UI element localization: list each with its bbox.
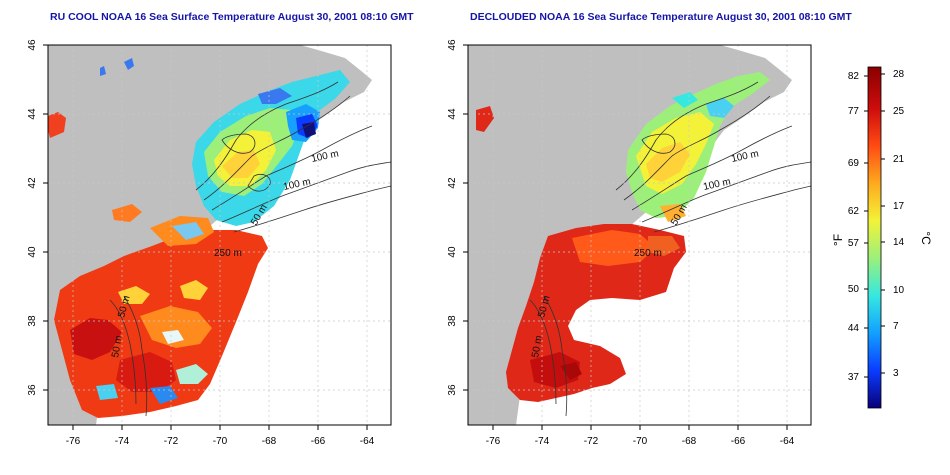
temperature-colorbar: 82 77 69 62 57 50 44 37 28 25 21 17 14 1… (831, 66, 933, 409)
y-tick-label: 38 (27, 315, 38, 327)
x-tick-label: -76 (486, 436, 501, 447)
y-tick-label: 36 (27, 384, 38, 396)
y-tick-label: 44 (27, 108, 38, 120)
fahrenheit-tick: 82 (848, 71, 860, 82)
celsius-tick: 3 (893, 368, 899, 379)
x-tick-label: -68 (682, 436, 697, 447)
x-tick-label: -74 (535, 436, 550, 447)
y-tick-label: 46 (27, 39, 38, 51)
left-y-axis (43, 44, 48, 391)
colorbar-gradient (867, 66, 882, 409)
fahrenheit-tick: 69 (848, 158, 860, 169)
left-x-axis (72, 425, 368, 430)
x-tick-label: -66 (731, 436, 746, 447)
x-tick-label: -68 (262, 436, 277, 447)
depth-label: 50 m (530, 335, 545, 359)
depth-label: 50 m (110, 335, 125, 359)
celsius-unit-label: °C (919, 231, 933, 245)
x-tick-label: -64 (780, 436, 795, 447)
right-map-title: DECLOUDED NOAA 16 Sea Surface Temperatur… (470, 11, 852, 23)
x-tick-label: -64 (360, 436, 375, 447)
y-tick-label: 46 (447, 39, 458, 51)
y-tick-label: 40 (27, 246, 38, 258)
depth-label: 250 m (634, 248, 662, 259)
celsius-tick: 14 (893, 237, 905, 248)
right-x-axis (492, 425, 788, 430)
celsius-tick: 21 (893, 154, 905, 165)
fahrenheit-tick: 77 (848, 106, 860, 117)
fahrenheit-unit-label: °F (831, 234, 845, 246)
x-tick-label: -74 (115, 436, 130, 447)
bathymetry-contours (109, 81, 391, 417)
fahrenheit-tick: 62 (848, 206, 860, 217)
left-map-title: RU COOL NOAA 16 Sea Surface Temperature … (50, 11, 414, 23)
x-tick-label: -72 (164, 436, 179, 447)
x-tick-label: -70 (633, 436, 648, 447)
celsius-tick: 10 (893, 285, 905, 296)
celsius-tick: 25 (893, 106, 905, 117)
celsius-tick: 17 (893, 201, 905, 212)
celsius-tick: 7 (893, 321, 899, 332)
left-sst-map: 100 m 100 m 50 m 250 m 50 m 50 m -76 -74… (27, 39, 392, 447)
fahrenheit-tick: 50 (848, 284, 860, 295)
x-tick-label: -72 (584, 436, 599, 447)
bathymetry-contours (529, 81, 811, 417)
left-map-gridlines (48, 44, 391, 425)
y-tick-label: 44 (447, 108, 458, 120)
right-y-axis (463, 44, 468, 391)
x-tick-label: -76 (66, 436, 81, 447)
fahrenheit-tick: 57 (848, 238, 860, 249)
y-tick-label: 42 (447, 177, 458, 189)
fahrenheit-tick: 37 (848, 372, 860, 383)
depth-label: 250 m (214, 248, 242, 259)
celsius-tick: 28 (893, 69, 905, 80)
y-tick-label: 36 (447, 384, 458, 396)
y-tick-label: 38 (447, 315, 458, 327)
x-tick-label: -70 (213, 436, 228, 447)
fahrenheit-tick: 44 (848, 323, 860, 334)
x-tick-label: -66 (311, 436, 326, 447)
y-tick-label: 40 (447, 246, 458, 258)
right-sst-map: 100 m 100 m 50 m 250 m 50 m 50 m -76 -74… (447, 39, 812, 447)
y-tick-label: 42 (27, 177, 38, 189)
